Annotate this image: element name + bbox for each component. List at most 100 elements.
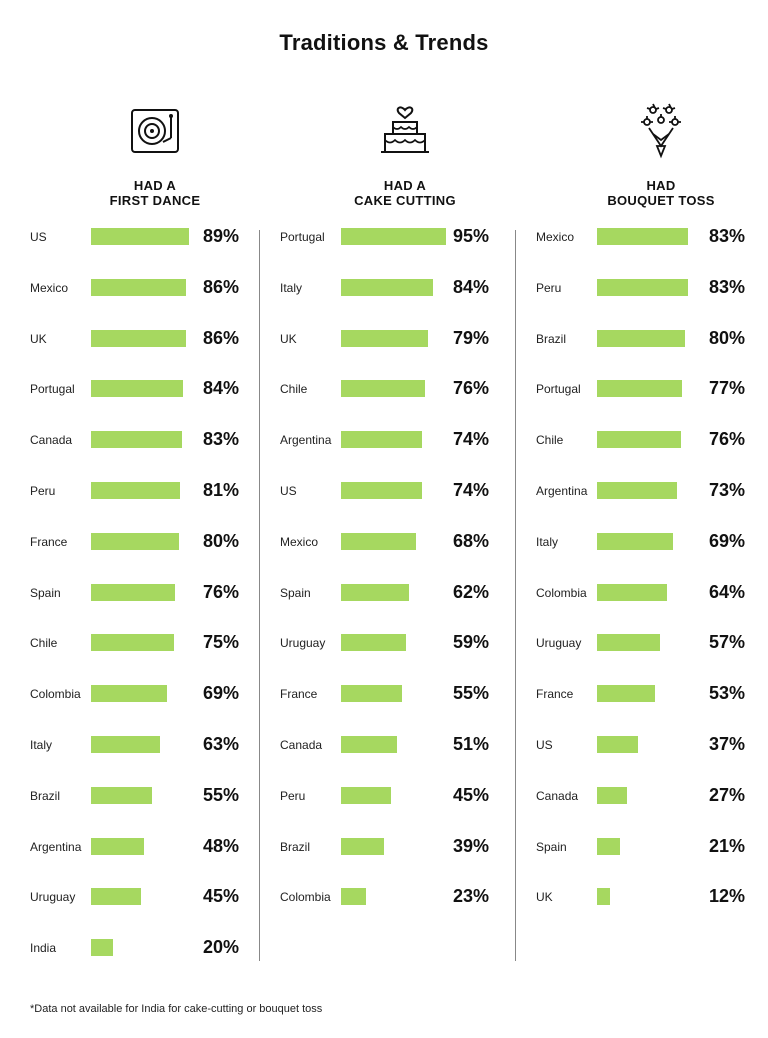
country-label: Colombia — [280, 890, 331, 905]
bar — [91, 278, 186, 296]
cake-cutting-heading: HAD A CAKE CUTTING — [280, 178, 530, 208]
bar-row: Canada 83% — [30, 429, 280, 453]
value-label: 73% — [709, 480, 746, 500]
value-label: 21% — [709, 835, 746, 856]
country-label: Uruguay — [536, 636, 582, 651]
bar-row: Italy 84% — [280, 277, 530, 301]
bar-row: Mexico 68% — [280, 530, 530, 555]
bar — [91, 888, 141, 906]
bar-row: Brazil 39% — [280, 836, 530, 860]
value-label: 84% — [203, 378, 240, 399]
value-label: 62% — [453, 581, 490, 602]
bar-row: France 80% — [30, 530, 280, 555]
bar-row: Portugal 95% — [280, 226, 530, 250]
bar — [91, 685, 167, 703]
turntable-icon — [30, 100, 280, 160]
bar-row: Argentina 48% — [30, 835, 280, 860]
first-dance-panel: HAD A FIRST DANCE US 89% Mexico 86% UK 86% Por… — [30, 100, 280, 970]
value-label: 63% — [203, 734, 240, 754]
bar-row: Uruguay 57% — [536, 632, 768, 656]
country-label: Uruguay — [30, 890, 76, 905]
country-label: Brazil — [536, 331, 567, 346]
bar — [597, 329, 685, 347]
bouquet-toss-heading: HAD BOUQUET TOSS — [536, 178, 768, 208]
bar — [341, 482, 423, 499]
bar-row: Spain 21% — [536, 835, 768, 860]
bar-row: Canada 27% — [536, 785, 768, 809]
bar-row: UK 79% — [280, 327, 530, 352]
country-label: Brazil — [30, 788, 61, 803]
value-label: 20% — [203, 937, 240, 958]
country-label: US — [536, 738, 553, 752]
country-label: France — [30, 534, 68, 549]
bar — [597, 278, 689, 296]
country-label: Colombia — [536, 585, 587, 600]
bar — [341, 431, 423, 449]
bar-row: France 55% — [280, 683, 530, 707]
country-label: France — [536, 687, 574, 702]
bar-row: India 20% — [30, 937, 280, 961]
bar — [341, 329, 428, 347]
bar-row: Italy 63% — [30, 734, 280, 758]
value-label: 77% — [709, 378, 746, 399]
value-label: 68% — [453, 530, 490, 551]
bar — [597, 583, 668, 601]
bar-row: Peru 83% — [536, 276, 768, 301]
country-label: Brazil — [280, 839, 311, 854]
country-label: UK — [30, 331, 47, 346]
bar — [341, 837, 384, 855]
bar-row: US 74% — [280, 480, 530, 504]
bar-row: Chile 76% — [280, 378, 530, 402]
value-label: 45% — [203, 886, 240, 907]
bar — [597, 634, 660, 652]
value-label: 55% — [453, 683, 490, 704]
value-label: 76% — [203, 581, 240, 602]
value-label: 89% — [203, 226, 240, 246]
value-label: 83% — [203, 429, 240, 450]
value-label: 81% — [203, 480, 240, 500]
value-label: 59% — [453, 632, 490, 653]
country-label: Chile — [30, 636, 58, 651]
country-label: Portugal — [30, 382, 75, 397]
page-title: Traditions & Trends — [279, 30, 489, 55]
value-label: 83% — [709, 226, 746, 246]
value-label: 76% — [453, 378, 490, 399]
country-label: Uruguay — [280, 636, 326, 651]
value-label: 80% — [709, 327, 746, 348]
bar-row: Spain 76% — [30, 581, 280, 606]
country-label: Mexico — [280, 534, 319, 549]
country-label: Argentina — [30, 839, 82, 854]
bar — [91, 380, 184, 398]
value-label: 95% — [453, 226, 490, 246]
value-label: 80% — [203, 530, 240, 551]
country-label: Canada — [280, 738, 323, 752]
value-label: 83% — [709, 276, 746, 297]
country-label: Italy — [30, 738, 53, 752]
bouquet-icon — [536, 100, 768, 160]
bar — [597, 380, 682, 398]
value-label: 55% — [203, 784, 240, 805]
bar-row: Colombia 69% — [30, 683, 280, 707]
cake-cutting-panel: HAD A CAKE CUTTING Portugal 95% Italy 84% UK… — [280, 100, 530, 970]
value-label: 74% — [453, 480, 490, 500]
value-label: 86% — [203, 327, 240, 348]
value-label: 64% — [709, 581, 746, 602]
value-label: 79% — [453, 327, 490, 348]
country-label: Spain — [536, 839, 567, 854]
bar — [91, 482, 181, 499]
bar — [341, 736, 398, 753]
bouquet-toss-panel: HAD BOUQUET TOSS Mexico 83% Peru 83% Brazil 8… — [536, 100, 768, 970]
bar-row: Uruguay 45% — [30, 886, 280, 910]
value-label: 48% — [203, 835, 240, 856]
heading-line: BOUQUET TOSS — [607, 193, 715, 208]
bar — [341, 532, 416, 550]
bar-row: Mexico 83% — [536, 226, 768, 250]
bar-row: Uruguay 59% — [280, 632, 530, 656]
bar — [597, 837, 621, 855]
bar-row: UK 12% — [536, 886, 768, 910]
value-label: 37% — [709, 734, 746, 754]
bar-row: Portugal 84% — [30, 378, 280, 402]
value-label: 12% — [709, 886, 746, 907]
bar-row: Chile 75% — [30, 632, 280, 656]
bar — [341, 685, 402, 703]
